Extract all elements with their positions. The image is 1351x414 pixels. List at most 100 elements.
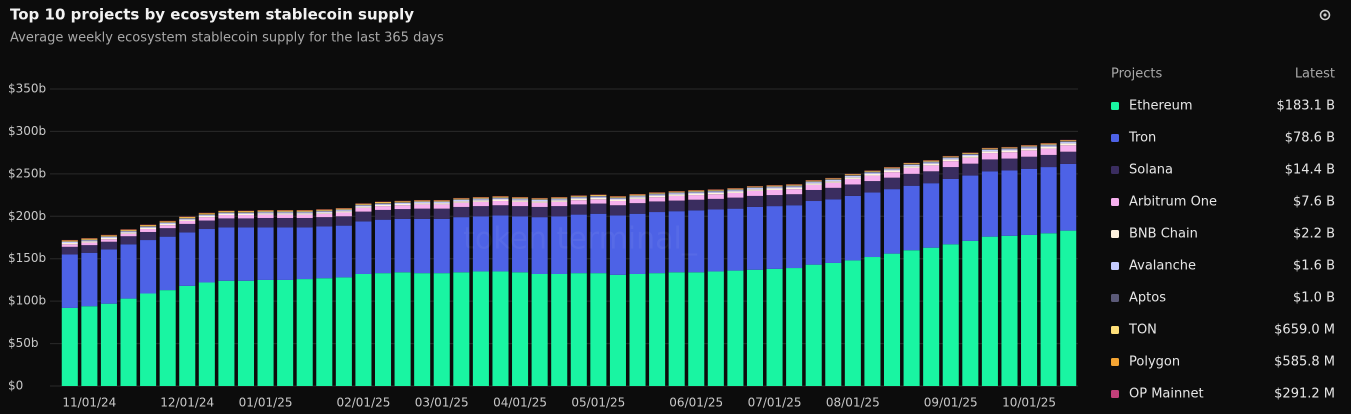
bar-segment	[81, 239, 98, 240]
bar-segment	[727, 190, 744, 192]
bar-segment	[962, 156, 979, 158]
bar-segment	[962, 163, 979, 176]
bar-segment	[472, 197, 489, 198]
bar-segment	[590, 213, 607, 274]
bar-segment	[374, 203, 392, 205]
bar-segment	[883, 167, 901, 168]
gear-hub[interactable]	[1323, 13, 1327, 17]
bar-segment	[277, 211, 294, 212]
bar-segment	[590, 194, 607, 196]
bar-segment	[609, 215, 626, 275]
bar-segment	[903, 173, 920, 186]
bar-segment	[277, 211, 294, 213]
bar-segment	[159, 228, 176, 237]
bar-segment	[179, 217, 196, 219]
bar-segment	[805, 264, 822, 386]
x-tick-label: 06/01/25	[669, 396, 723, 410]
bar-segment	[844, 178, 861, 185]
bar-segment	[472, 216, 489, 272]
bar-segment	[296, 211, 313, 212]
bar-segment	[570, 195, 587, 197]
bar-segment	[296, 217, 313, 228]
bar-segment	[237, 280, 255, 386]
bar-segment	[296, 211, 313, 213]
bar-segment	[120, 232, 137, 234]
bar-segment	[649, 193, 666, 195]
bar-segment	[981, 149, 998, 151]
bar-segment	[1021, 234, 1038, 386]
bar-segment	[609, 197, 626, 198]
bar-segment	[296, 210, 313, 212]
bar-segment	[433, 273, 450, 386]
bar-segment	[159, 223, 176, 226]
bar-segment	[100, 303, 117, 386]
bar-segment	[962, 153, 979, 155]
bar-segment	[903, 185, 920, 251]
bar-segment	[746, 187, 764, 189]
bar-segment	[296, 212, 313, 214]
settings-icon[interactable]	[1319, 9, 1331, 21]
bar-segment	[257, 213, 274, 215]
bar-segment	[140, 240, 157, 294]
bar-segment	[688, 190, 705, 191]
bar-segment	[825, 178, 842, 179]
bar-segment	[962, 157, 979, 164]
bar-segment	[688, 272, 705, 386]
bar-segment	[414, 201, 431, 203]
bar-segment	[120, 244, 137, 299]
bar-segment	[414, 202, 431, 204]
bar-segment	[707, 189, 724, 191]
bar-segment	[374, 206, 392, 210]
gear[interactable]	[1319, 9, 1331, 21]
legend-swatch	[1111, 198, 1119, 206]
bar-segment	[1021, 147, 1038, 149]
bar-segment	[981, 236, 998, 386]
legend-label: Tron	[1128, 131, 1156, 146]
bar-segment	[903, 164, 920, 165]
bar-segment	[257, 214, 274, 218]
bar-segment	[590, 196, 607, 198]
bar-segment	[512, 198, 529, 200]
bar-segment	[414, 218, 431, 274]
bar-segment	[512, 201, 529, 207]
bar-segment	[923, 162, 940, 164]
bar-segment	[551, 216, 568, 274]
bar-segment	[120, 233, 137, 237]
bar-segment	[551, 206, 568, 217]
bars	[61, 139, 1077, 386]
bar-segment	[414, 208, 431, 219]
bar-segment	[746, 206, 764, 270]
bar-segment	[805, 180, 822, 182]
bar-segment	[883, 177, 901, 190]
bar-segment	[81, 241, 98, 243]
bar-segment	[316, 211, 333, 213]
bar-segment	[923, 247, 940, 386]
bar-segment	[864, 181, 881, 193]
bar-segment	[1001, 152, 1018, 159]
y-tick-label: $200b	[8, 209, 46, 223]
legend-value: $291.2 M	[1274, 387, 1335, 402]
y-tick-label: $100b	[8, 294, 46, 308]
bar-segment	[864, 257, 881, 386]
bar-segment	[1021, 145, 1038, 146]
bar-segment	[531, 202, 548, 207]
bar-segment	[1060, 151, 1077, 164]
bar-segment	[1060, 142, 1077, 144]
bar-segment	[316, 210, 333, 212]
legend-label: Avalanche	[1129, 259, 1196, 274]
bar-segment	[335, 211, 352, 213]
bar-segment	[864, 192, 881, 258]
bar-segment	[923, 163, 940, 166]
bar-segment	[374, 219, 392, 274]
bar-segment	[1001, 158, 1018, 171]
bar-segment	[590, 196, 607, 197]
bar-segment	[179, 220, 196, 224]
bar-segment	[962, 240, 979, 386]
bar-segment	[609, 201, 626, 206]
bar-segment	[903, 164, 920, 167]
bar-segment	[512, 206, 529, 217]
bar-segment	[472, 197, 489, 199]
bar-segment	[1060, 141, 1077, 143]
bar-segment	[453, 202, 470, 207]
